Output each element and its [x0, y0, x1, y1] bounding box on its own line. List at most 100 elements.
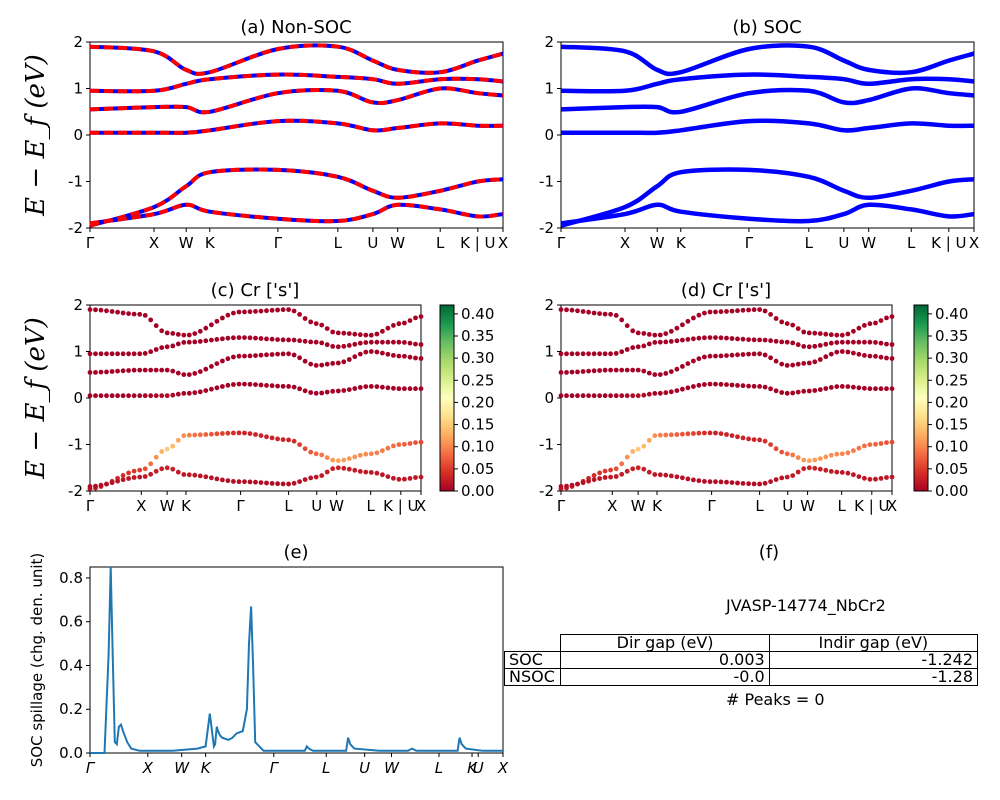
- colorbar-c-tick-label: 0.05: [461, 460, 494, 478]
- projection-point-d: [724, 432, 729, 437]
- projection-point-c: [120, 393, 126, 399]
- projection-point-c: [137, 351, 143, 357]
- projection-point-c: [330, 466, 336, 472]
- projection-point-c: [137, 367, 143, 373]
- projection-point-d: [668, 432, 674, 438]
- projection-point-d: [735, 336, 740, 342]
- projection-point-c: [247, 353, 253, 359]
- projection-point-d: [685, 318, 691, 324]
- projection-point-d: [839, 470, 845, 475]
- projection-point-d: [839, 349, 845, 354]
- projection-point-d: [873, 386, 878, 392]
- projection-point-c: [98, 369, 104, 375]
- projection-point-c: [87, 370, 93, 375]
- projection-point-d: [674, 474, 680, 480]
- projection-point-c: [396, 442, 402, 447]
- projection-point-d: [784, 474, 790, 480]
- projection-point-d: [630, 466, 636, 472]
- projection-point-d: [817, 343, 823, 348]
- projection-point-c: [192, 331, 198, 336]
- projection-point-d: [751, 383, 757, 389]
- projection-point-c: [98, 482, 104, 488]
- projection-point-d: [575, 308, 580, 314]
- projection-point-c: [126, 311, 131, 316]
- panel-e-xtick-label: W: [174, 759, 190, 777]
- projection-point-c: [225, 382, 231, 388]
- panel-c-xtick-label: W: [160, 497, 175, 515]
- projection-point-c: [253, 479, 258, 485]
- projection-point-d: [768, 355, 773, 361]
- projection-point-c: [291, 337, 297, 343]
- projection-point-c: [264, 352, 269, 358]
- projection-point-c: [93, 370, 98, 375]
- projection-point-c: [335, 330, 341, 336]
- projection-point-d: [724, 335, 729, 341]
- projection-point-d: [878, 386, 884, 392]
- colorbar-c-tick-label: 0.15: [461, 416, 494, 434]
- projection-point-c: [120, 477, 126, 483]
- projection-point-c: [352, 454, 358, 460]
- projection-point-d: [558, 484, 564, 489]
- projection-point-d: [646, 391, 652, 397]
- projection-point-c: [164, 446, 170, 452]
- panel-d-xtick-label: W: [631, 497, 646, 515]
- colorbar-c-tick-label: 0.40: [461, 305, 494, 323]
- projection-point-d: [691, 315, 696, 321]
- projection-point-c: [363, 349, 369, 355]
- projection-point-d: [635, 330, 641, 336]
- projection-point-d: [845, 384, 851, 389]
- projection-point-d: [608, 311, 613, 317]
- panel-d-xtick-label: U: [782, 497, 793, 515]
- panel-d-ytick-label: 2: [544, 296, 554, 314]
- projection-point-c: [280, 307, 286, 313]
- projection-point-c: [225, 312, 231, 318]
- projection-point-c: [346, 387, 352, 392]
- projection-point-c: [319, 322, 325, 328]
- projection-point-d: [845, 450, 851, 456]
- projection-point-c: [142, 474, 148, 479]
- projection-point-c: [231, 479, 236, 484]
- projection-point-d: [790, 452, 796, 458]
- panel-e-ytick-label: 0.8: [59, 569, 83, 587]
- panel-c-xtick-label: Γ: [86, 497, 95, 515]
- projection-point-d: [812, 330, 818, 336]
- panel-d-xtick-label: X: [607, 497, 617, 515]
- panel-e-xtick-label: K: [467, 759, 478, 777]
- projection-point-d: [746, 351, 751, 357]
- projection-point-d: [812, 343, 818, 349]
- projection-point-c: [302, 446, 308, 452]
- panel-a-frame: [89, 41, 504, 229]
- projection-point-d: [680, 322, 685, 328]
- projection-point-d: [591, 310, 597, 316]
- projection-point-d: [889, 342, 895, 347]
- projection-point-c: [313, 321, 319, 326]
- projection-point-c: [380, 384, 385, 390]
- projection-point-c: [341, 457, 347, 463]
- projection-point-d: [790, 322, 796, 328]
- panel-b-xtick-label: W: [650, 234, 665, 252]
- projection-point-d: [856, 351, 862, 357]
- projection-point-c: [418, 386, 424, 392]
- row-label: SOC: [503, 651, 562, 669]
- projection-point-d: [619, 367, 625, 373]
- projection-point-c: [324, 389, 330, 395]
- projection-point-d: [663, 371, 669, 376]
- panel-c-title: (c) Cr ['s']: [211, 280, 300, 301]
- projection-point-d: [564, 351, 569, 357]
- projection-point-d: [564, 307, 569, 313]
- projection-point-d: [663, 472, 669, 478]
- projection-point-d: [646, 437, 652, 443]
- projection-point-d: [740, 383, 746, 389]
- projection-point-c: [214, 318, 220, 324]
- panel-e-xtick-label: W: [384, 759, 400, 777]
- projection-point-c: [104, 369, 109, 375]
- projection-point-c: [247, 309, 253, 315]
- panel-e-xtick-label: U: [473, 759, 484, 777]
- projection-point-d: [817, 456, 823, 461]
- projection-point-c: [275, 481, 280, 487]
- projection-point-d: [757, 481, 762, 487]
- projection-point-c: [93, 483, 98, 489]
- projection-point-c: [319, 473, 325, 478]
